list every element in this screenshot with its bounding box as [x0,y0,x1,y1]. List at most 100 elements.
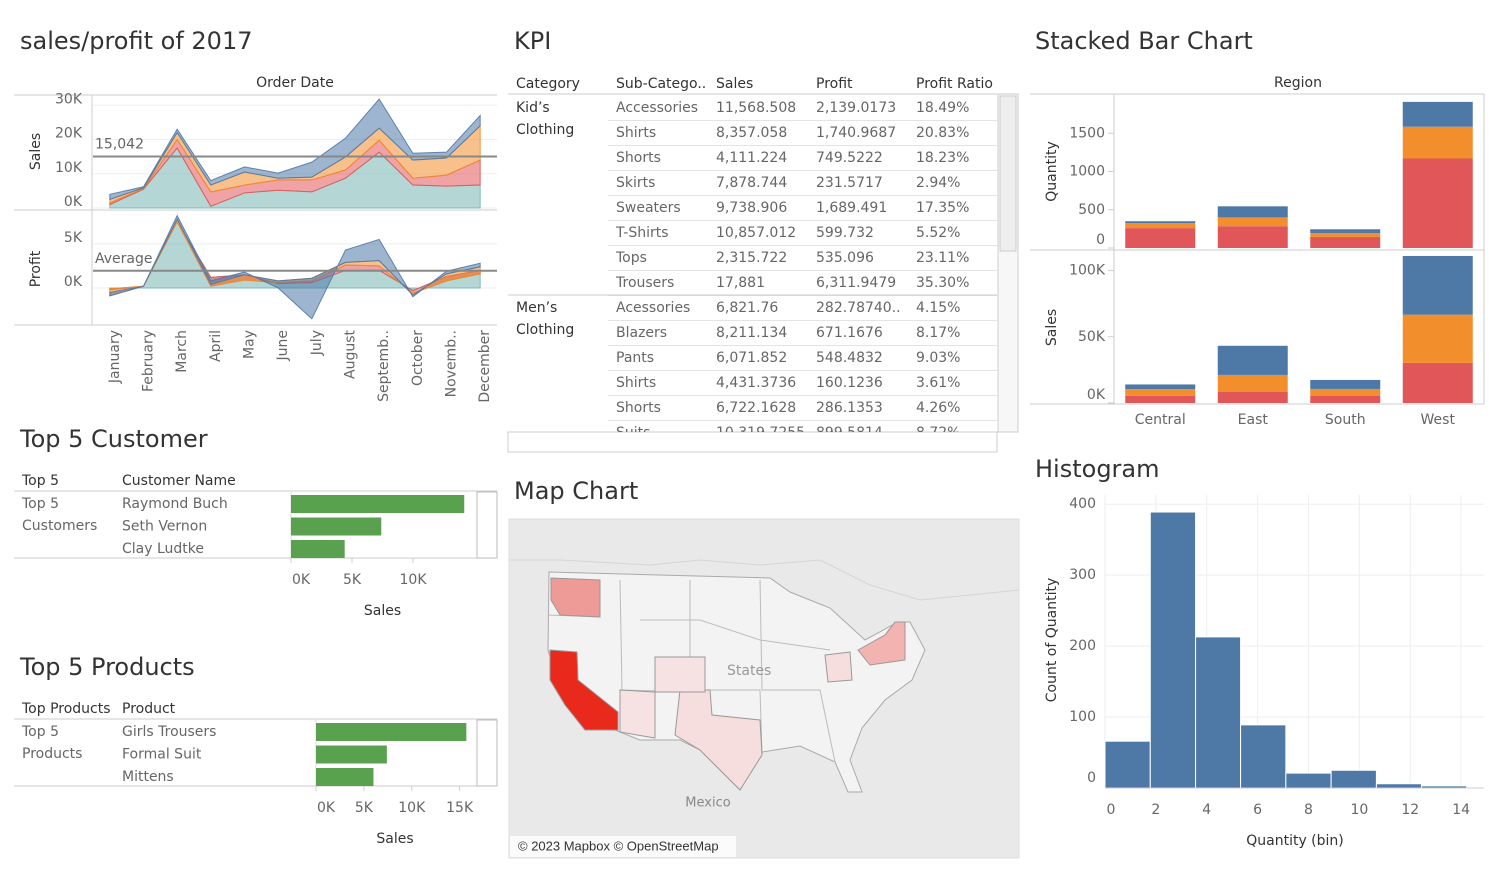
x-tick-label: Septemb.. [376,330,392,402]
y-tick-label: 1500 [1069,125,1105,141]
bar [1330,769,1377,789]
bar-segment [1125,221,1196,224]
x-tick-label: 6 [1253,802,1262,818]
table-cell: 599.732 [816,225,874,241]
reference-label: Average [95,251,153,267]
y-tick-label: 100 [1069,709,1096,725]
state-line [640,619,831,651]
row-label: Girls Trousers [122,724,216,740]
y-tick-label: 0 [1087,770,1096,786]
scrollbar [476,719,498,787]
scroll-thumb[interactable] [999,95,1017,252]
x-tick-label: 15K [446,800,474,816]
bar [1240,724,1287,789]
table-cell: Blazers [616,325,667,341]
table-cell: 8.72% [916,425,960,441]
y-axis-title: Count of Quantity [1044,578,1060,702]
chart-title: Stacked Bar Chart [1035,27,1253,55]
bar-segment [1217,392,1288,403]
table-cell: 17,881 [716,275,765,291]
us-outline [547,571,926,793]
table-cell: 6,071.852 [716,350,787,366]
y-tick-label: 50K [1078,329,1106,345]
bar-segment [1402,362,1473,403]
bar-segment [1310,395,1381,403]
table-cell: 9.03% [916,350,960,366]
table-cell: 548.4832 [816,350,883,366]
bar-segment [1402,101,1473,127]
x-tick-label: 0K [317,800,336,816]
column-header: Profit [816,76,853,92]
bar [316,723,467,741]
bar-segment [1125,389,1196,396]
table-cell: 671.1676 [816,325,883,341]
bar [316,768,374,786]
bar-segment [1217,217,1288,227]
table-cell: 8,211.134 [716,325,787,341]
bar [1149,511,1197,789]
y-tick-label: 5K [64,230,83,246]
x-tick-label: 0 [1107,802,1116,818]
x-tick-label: October [410,330,426,386]
table-cell: 6,722.1628 [716,400,796,416]
chart-title: Top 5 Customer [19,425,208,453]
x-tick-label: December [477,330,493,403]
bar [291,517,382,536]
table-cell: 3.61% [916,375,960,391]
bar-segment [1402,126,1473,159]
column-header: Sub-Catego.. [616,76,706,92]
bar-segment [1125,223,1196,229]
bar [1375,783,1422,789]
table-cell: 23.11% [916,250,969,266]
x-axis-title: Sales [364,603,401,619]
table-cell: Sweaters [616,200,681,216]
y-tick-label: 20K [55,126,83,142]
x-axis-title: Order Date [256,75,334,91]
state-arizona [619,689,656,739]
table-cell: 286.1353 [816,400,883,416]
column-header: Top Products [21,701,111,717]
scrollbar[interactable] [507,431,998,453]
table-cell: 18.23% [916,150,969,166]
state-line [689,580,763,753]
table-cell: 231.5717 [816,175,883,191]
table-cell: 8.17% [916,325,960,341]
state-new-york [857,621,906,666]
table-cell: 11,568.508 [716,100,796,116]
table-cell: Accessories [616,100,698,116]
x-tick-label: April [208,330,224,362]
bar-segment [1310,229,1381,234]
bar [1195,636,1242,789]
x-tick-label: East [1238,412,1269,428]
x-axis-title: Quantity (bin) [1246,833,1344,849]
bar-segment [1310,233,1381,237]
bar [291,495,465,513]
table-cell: Shirts [616,375,656,391]
row-label: Raymond Buch [122,496,228,512]
y-tick-label: 0K [1087,387,1106,403]
table-cell: 5.52% [916,225,960,241]
x-tick-label: Novemb.. [444,330,460,397]
chart-title: Histogram [1035,455,1160,483]
column-header: Customer Name [122,473,236,489]
column-header: Category [516,76,580,92]
state-washington [550,577,601,618]
table-cell: Skirts [616,175,655,191]
bar [291,540,345,558]
table-cell: Shorts [616,150,661,166]
scrollbar [476,491,498,559]
category-label: Kid’s [516,100,550,116]
x-tick-label: Central [1135,412,1186,428]
table-cell: 4.15% [916,300,960,316]
category-label: Men’s [516,300,557,316]
x-tick-label: 0K [292,572,311,588]
attribution: © 2023 Mapbox © OpenStreetMap [518,838,719,853]
x-tick-label: 4 [1202,802,1211,818]
x-tick-label: South [1325,412,1366,428]
table-cell: 17.35% [916,200,969,216]
bar [1104,740,1151,789]
y-tick-label: 30K [55,91,83,107]
x-tick-label: July [309,330,325,356]
row-label: Seth Vernon [122,519,207,535]
y-axis-title: Sales [1044,309,1060,346]
